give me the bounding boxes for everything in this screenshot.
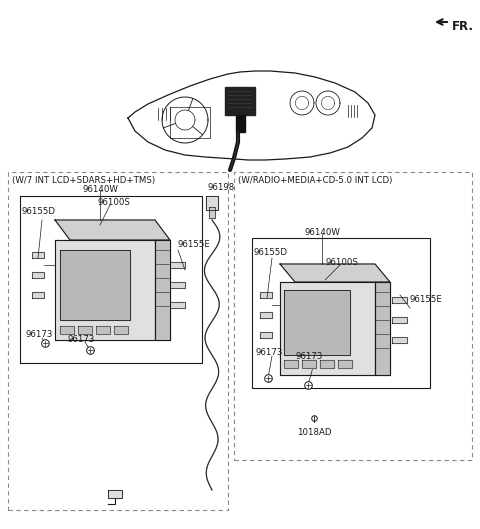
Text: 96100S: 96100S xyxy=(98,198,131,207)
Polygon shape xyxy=(260,332,272,338)
Text: 96155E: 96155E xyxy=(178,240,211,249)
Text: 96155D: 96155D xyxy=(22,207,56,216)
Polygon shape xyxy=(225,87,255,115)
Text: 96173: 96173 xyxy=(25,330,52,339)
Text: 96100S: 96100S xyxy=(325,258,358,267)
Polygon shape xyxy=(114,326,128,334)
Polygon shape xyxy=(170,282,185,288)
Polygon shape xyxy=(209,207,215,218)
Text: 96173: 96173 xyxy=(68,335,96,344)
Polygon shape xyxy=(236,115,245,132)
Polygon shape xyxy=(206,196,218,210)
Polygon shape xyxy=(55,220,170,240)
Polygon shape xyxy=(392,317,407,323)
Polygon shape xyxy=(32,252,44,258)
Polygon shape xyxy=(108,490,122,498)
Polygon shape xyxy=(78,326,92,334)
Polygon shape xyxy=(260,292,272,298)
Text: 1018AD: 1018AD xyxy=(297,428,331,437)
Polygon shape xyxy=(170,302,185,308)
Polygon shape xyxy=(392,297,407,303)
Polygon shape xyxy=(170,262,185,268)
Text: 96198: 96198 xyxy=(208,183,235,192)
Polygon shape xyxy=(284,290,350,355)
Text: 96173: 96173 xyxy=(296,352,324,361)
Text: 96140W: 96140W xyxy=(82,185,118,194)
Text: 96155E: 96155E xyxy=(410,295,443,304)
Polygon shape xyxy=(338,360,352,368)
Text: FR.: FR. xyxy=(452,20,474,33)
Polygon shape xyxy=(284,360,298,368)
Polygon shape xyxy=(55,240,155,340)
Polygon shape xyxy=(302,360,316,368)
Text: (W/RADIO+MEDIA+CD-5.0 INT LCD): (W/RADIO+MEDIA+CD-5.0 INT LCD) xyxy=(238,176,392,185)
Polygon shape xyxy=(260,312,272,318)
Text: 96173: 96173 xyxy=(255,348,282,357)
Polygon shape xyxy=(32,272,44,278)
Polygon shape xyxy=(280,264,390,282)
Polygon shape xyxy=(375,282,390,375)
Text: 96140W: 96140W xyxy=(304,228,340,237)
Polygon shape xyxy=(32,292,44,298)
Polygon shape xyxy=(60,250,130,320)
Polygon shape xyxy=(280,282,375,375)
Polygon shape xyxy=(155,240,170,340)
Text: (W/7 INT LCD+SDARS+HD+TMS): (W/7 INT LCD+SDARS+HD+TMS) xyxy=(12,176,155,185)
Polygon shape xyxy=(96,326,110,334)
Polygon shape xyxy=(392,337,407,343)
Text: 96155D: 96155D xyxy=(253,248,287,257)
Polygon shape xyxy=(60,326,74,334)
Polygon shape xyxy=(320,360,334,368)
